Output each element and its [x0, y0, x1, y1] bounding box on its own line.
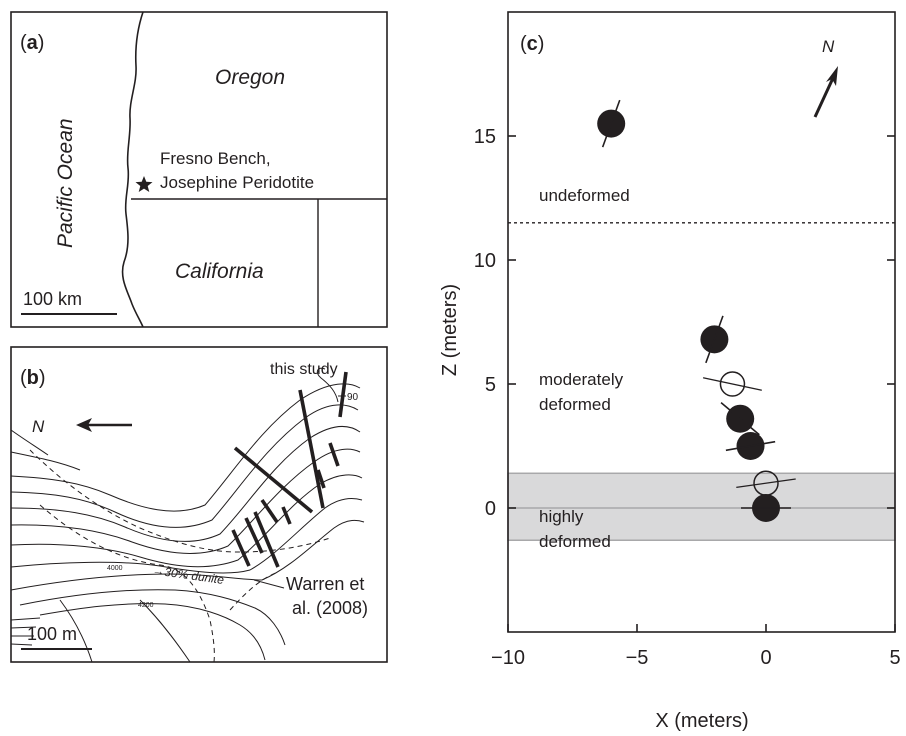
- north-symbol-c: N: [822, 37, 835, 56]
- filled-point: [597, 99, 626, 148]
- california-label: California: [175, 260, 264, 283]
- plot-frame: [507, 11, 896, 633]
- y-tick-label: 15: [474, 126, 496, 148]
- orientation-line: [601, 99, 621, 148]
- this-study-label: this study: [270, 361, 338, 378]
- contour-label-4200: 4200: [138, 602, 154, 609]
- north-arrowhead-c: [826, 66, 838, 86]
- scale-bar-label-km: 100 km: [23, 289, 82, 309]
- north-symbol-b: N: [32, 417, 45, 436]
- x-tick-label: −10: [491, 647, 525, 669]
- axis-ticks: [507, 135, 896, 632]
- reference-label-line2: al. (2008): [292, 598, 368, 618]
- panel-a-frame: [10, 11, 388, 328]
- filled-point: [741, 494, 791, 522]
- scale-bar-label-m: 100 m: [27, 624, 77, 644]
- y-tick-label: 5: [485, 374, 496, 396]
- orientation-line: [720, 402, 760, 436]
- ocean-label: Pacific Ocean: [54, 118, 77, 248]
- point-marker: [719, 371, 746, 397]
- leader-line: [316, 367, 339, 403]
- x-tick-label: 0: [760, 647, 771, 669]
- panel-b-frame: [10, 346, 388, 663]
- contour-lines: [10, 383, 365, 663]
- panel-c-label: (c): [520, 33, 544, 55]
- dunite-boundary-3: [229, 571, 279, 611]
- highly-deformed-band: [507, 472, 896, 541]
- y-tick-label: 0: [485, 498, 496, 520]
- orientation-line: [736, 478, 796, 489]
- reference-label-line1: Warren et: [286, 574, 364, 594]
- coastline: [121, 11, 144, 328]
- panel-a: (a) Oregon California Pacific Ocean Fres…: [10, 11, 388, 328]
- data-points: [597, 99, 796, 522]
- y-axis-label: Z (meters): [439, 284, 461, 376]
- panel-b: (b) this study 90 N: [10, 346, 388, 663]
- panel-a-label: (a): [20, 32, 44, 54]
- filled-point: [700, 315, 729, 364]
- tick-labels: −10 −5 0 5 0 5 10 15: [474, 126, 901, 669]
- y-tick-label: 10: [474, 250, 496, 272]
- dike-this-study: [338, 371, 348, 418]
- site-label-line2: Josephine Peridotite: [160, 173, 314, 192]
- orientation-line: [725, 440, 776, 452]
- reference-leader: [253, 579, 285, 589]
- oregon-label: Oregon: [215, 66, 285, 89]
- star-icon: [135, 176, 153, 192]
- site-label-line1: Fresno Bench,: [160, 149, 271, 168]
- north-arrowhead-b: [76, 418, 92, 432]
- x-axis-label: X (meters): [655, 710, 748, 732]
- moderately-label-line2: deformed: [539, 395, 611, 414]
- filled-point: [725, 432, 776, 460]
- dunite-boundary-2: [39, 504, 215, 663]
- highly-label-line2: deformed: [539, 532, 611, 551]
- north-arrow-c: [813, 77, 835, 118]
- dikes: [231, 389, 340, 568]
- panel-c: −10 −5 0 5 0 5 10 15 (c) N undeformed moderatel…: [439, 11, 901, 732]
- undeformed-label: undeformed: [539, 186, 630, 205]
- dunite-boundary-1: [29, 449, 331, 553]
- filled-point: [720, 402, 760, 436]
- open-point: [702, 371, 762, 397]
- orientation-line: [705, 315, 724, 364]
- panel-b-label: (b): [20, 367, 46, 389]
- contour-label-4000: 4000: [107, 565, 123, 572]
- highly-label-line1: highly: [539, 507, 584, 526]
- moderately-label-line1: moderately: [539, 370, 624, 389]
- orientation-line: [702, 377, 762, 391]
- dip-label: 90: [347, 392, 359, 403]
- x-tick-label: 5: [889, 647, 900, 669]
- x-tick-label: −5: [626, 647, 649, 669]
